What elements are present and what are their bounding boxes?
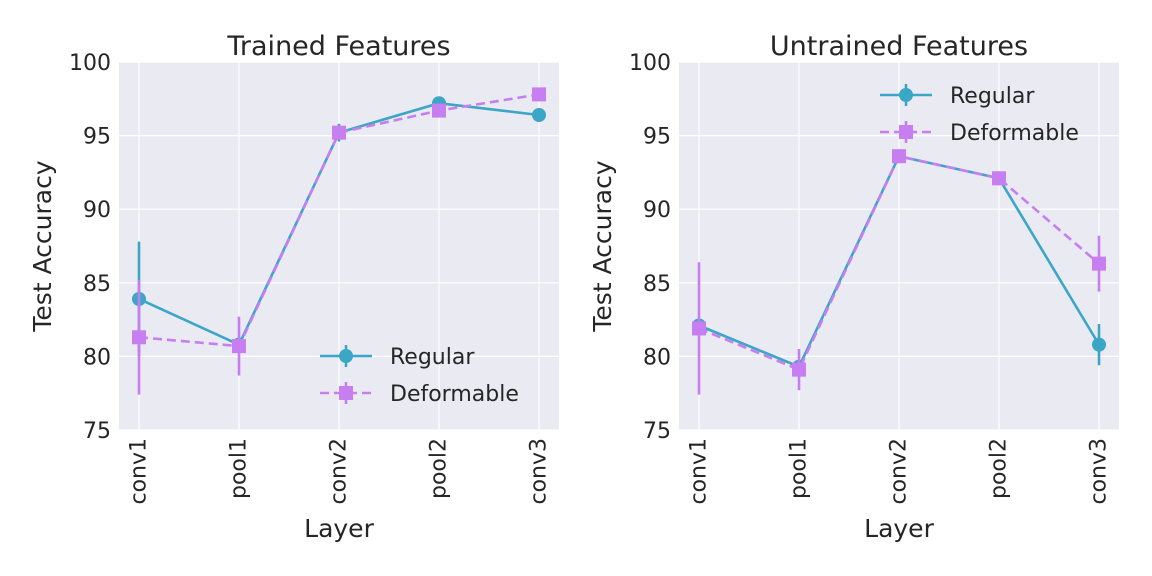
- legend-marker: [339, 349, 353, 363]
- data-point: [232, 339, 246, 354]
- x-tick-label: conv2: [887, 438, 912, 505]
- y-tick-label: 95: [83, 125, 111, 150]
- y-tick-label: 95: [643, 125, 671, 150]
- data-point: [532, 107, 546, 122]
- legend: Regular Deformable: [880, 84, 1079, 146]
- x-tick-label: conv3: [1087, 438, 1112, 505]
- x-tick-label: pool1: [787, 438, 812, 499]
- y-tick-label: 85: [83, 272, 111, 297]
- chart-title: Trained Features: [226, 31, 450, 62]
- legend-marker: [899, 88, 913, 102]
- y-tick-label: 100: [629, 51, 671, 76]
- legend-label: Deformable: [950, 121, 1079, 146]
- y-tick-label: 90: [643, 198, 671, 223]
- data-point: [432, 103, 446, 118]
- y-tick-label: 75: [83, 419, 111, 444]
- data-point: [992, 171, 1006, 186]
- x-tick-label: pool1: [227, 438, 252, 499]
- x-tick-label: conv1: [127, 438, 152, 505]
- series-deformable: [132, 87, 546, 395]
- data-point: [1092, 256, 1106, 271]
- y-tick-label: 75: [643, 419, 671, 444]
- legend-label: Regular: [390, 345, 475, 370]
- y-tick-label: 80: [643, 345, 671, 370]
- data-point: [792, 362, 806, 377]
- data-point: [532, 87, 546, 102]
- x-tick-label: pool2: [987, 438, 1012, 499]
- data-point: [692, 321, 706, 336]
- x-tick-label: conv3: [527, 438, 552, 505]
- legend-label: Regular: [950, 84, 1035, 109]
- y-tick-label: 100: [69, 51, 111, 76]
- chart-title: Untrained Features: [770, 31, 1028, 62]
- y-tick-label: 90: [83, 198, 111, 223]
- x-tick-label: conv2: [327, 438, 352, 505]
- x-axis-label: Layer: [864, 514, 934, 543]
- y-tick-label: 80: [83, 345, 111, 370]
- legend-marker: [899, 125, 913, 139]
- data-point: [892, 149, 906, 164]
- data-point: [132, 330, 146, 345]
- x-tick-label: pool2: [427, 438, 452, 499]
- x-tick-label: conv1: [687, 438, 712, 505]
- legend: Regular Deformable: [320, 345, 519, 407]
- chart-trained-features: 75 80 85 90 95 100 conv1 pool1 conv2 pool2 conv3 Tr…: [28, 31, 559, 543]
- y-tick-label: 85: [643, 272, 671, 297]
- data-point: [332, 125, 346, 140]
- legend-label: Deformable: [390, 382, 519, 407]
- data-point: [1092, 337, 1106, 352]
- x-axis-label: Layer: [304, 514, 374, 543]
- series-deformable: [692, 149, 1106, 395]
- legend-marker: [339, 386, 353, 400]
- chart-untrained-features: 75 80 85 90 95 100 conv1 pool1 conv2 pool2 conv3 Un…: [588, 31, 1119, 543]
- y-axis-label: Test Accuracy: [28, 160, 57, 333]
- y-axis-label: Test Accuracy: [588, 160, 617, 333]
